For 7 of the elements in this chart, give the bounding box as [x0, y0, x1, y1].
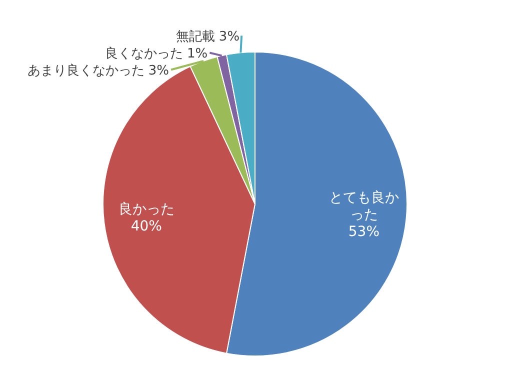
- slice-label: 無記載 3%: [176, 30, 240, 45]
- slice-label: 良かった: [118, 202, 174, 218]
- data-label: 40%: [130, 218, 162, 235]
- data-label: 53%: [348, 224, 380, 240]
- slice-label: とても良かった: [328, 190, 399, 223]
- slice-label: あまり良くなかった 3%: [27, 64, 170, 79]
- slice-label: 良くなかった 1%: [104, 46, 208, 62]
